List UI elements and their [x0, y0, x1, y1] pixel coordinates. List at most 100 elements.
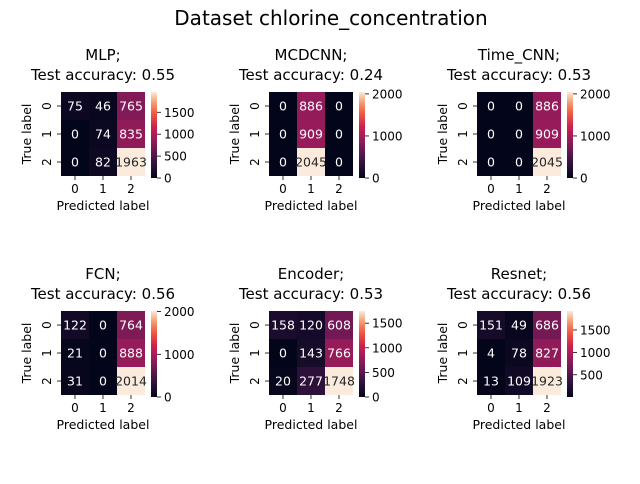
heatmap-cell [269, 367, 297, 395]
colorbar-tick-label: 2000 [580, 87, 611, 101]
panel-title: Encoder; [278, 265, 344, 283]
heatmap-cell [477, 148, 505, 176]
x-axis-label: Predicted label [57, 417, 150, 432]
panel-title: Test accuracy: 0.53 [446, 66, 591, 84]
x-tick-label: 2 [543, 182, 551, 196]
cell-value-label: 4 [487, 346, 495, 361]
heatmap-cell [89, 367, 117, 395]
heatmap-cell [117, 92, 145, 120]
cell-value-label: 78 [511, 346, 527, 361]
x-tick-label: 2 [335, 182, 343, 196]
heatmap-cell [117, 339, 145, 367]
heatmap-cell [533, 367, 561, 395]
y-axis-label: True label [435, 104, 450, 166]
heatmap-cell [61, 148, 89, 176]
cell-value-label: 2045 [295, 155, 327, 170]
cell-value-label: 0 [515, 99, 523, 114]
heatmap-cell [325, 120, 353, 148]
x-tick-label: 2 [127, 401, 135, 415]
y-axis-label: True label [227, 104, 242, 166]
y-tick-label: 1 [40, 130, 54, 138]
cell-value-label: 0 [487, 127, 495, 142]
colorbar-tick-label: 500 [580, 368, 603, 382]
cell-value-label: 143 [299, 346, 323, 361]
heatmap-cell [505, 339, 533, 367]
cell-value-label: 13 [483, 374, 499, 389]
colorbar [151, 92, 157, 178]
colorbar-tick-label: 0 [164, 172, 172, 186]
cell-value-label: 21 [67, 346, 83, 361]
panel-title: Test accuracy: 0.24 [238, 66, 383, 84]
y-tick-label: 0 [248, 102, 262, 110]
heatmap-panel: MCDCNN; Test accuracy: 0.24 0 886 0 0 909 0 0 204… [227, 46, 403, 213]
colorbar-tick-label: 1500 [164, 106, 195, 120]
y-tick-label: 0 [40, 102, 54, 110]
heatmap-cell [477, 92, 505, 120]
x-tick-label: 0 [279, 401, 287, 415]
cell-value-label: 1963 [115, 155, 147, 170]
cell-value-label: 0 [335, 127, 343, 142]
heatmap-cell [297, 311, 325, 339]
colorbar [567, 311, 573, 397]
y-tick-label: 0 [248, 321, 262, 329]
colorbar-tick-label: 1000 [580, 129, 611, 143]
heatmap-cell [297, 148, 325, 176]
cell-value-label: 686 [535, 318, 559, 333]
y-tick-label: 2 [456, 158, 470, 166]
heatmap-cell [533, 92, 561, 120]
x-tick-label: 0 [279, 182, 287, 196]
cell-value-label: 31 [67, 374, 83, 389]
cell-value-label: 277 [299, 374, 323, 389]
heatmap-cell [89, 120, 117, 148]
colorbar-tick-label: 0 [580, 172, 588, 186]
y-tick-label: 2 [456, 377, 470, 385]
panel-title: MLP; [85, 46, 120, 64]
x-tick-label: 1 [307, 401, 315, 415]
cell-value-label: 827 [535, 346, 559, 361]
cell-value-label: 888 [119, 346, 143, 361]
heatmap-cell [477, 120, 505, 148]
cell-value-label: 886 [299, 99, 323, 114]
heatmap-panel: Time_CNN;Test accuracy: 0.53 0 0 886 0 0 909 0 0… [435, 46, 611, 213]
cell-value-label: 909 [535, 127, 559, 142]
colorbar-tick-label: 2000 [164, 305, 195, 319]
y-tick-label: 0 [456, 321, 470, 329]
colorbar-tick-label: 0 [372, 391, 380, 405]
heatmap-panel: Resnet; Test accuracy: 0.56 151 49 686 4 78 827… [435, 265, 611, 432]
colorbar-tick-label: 1000 [372, 129, 403, 143]
heatmap-cell [61, 339, 89, 367]
y-axis-label: True label [19, 323, 34, 385]
heatmap-cell [505, 148, 533, 176]
colorbar-tick-label: 0 [372, 172, 380, 186]
heatmap-cell [477, 367, 505, 395]
heatmap-cell [477, 339, 505, 367]
x-axis-label: Predicted label [265, 417, 358, 432]
heatmap-cell [269, 339, 297, 367]
cell-value-label: 0 [487, 155, 495, 170]
heatmap-cell [61, 120, 89, 148]
cell-value-label: 0 [279, 127, 287, 142]
cell-value-label: 120 [299, 318, 323, 333]
panel-title: Test accuracy: 0.55 [30, 66, 175, 84]
heatmap-cell [89, 339, 117, 367]
y-axis-label: True label [19, 104, 34, 166]
cell-value-label: 82 [95, 155, 111, 170]
cell-value-label: 74 [95, 127, 111, 142]
cell-value-label: 766 [327, 346, 351, 361]
cell-value-label: 0 [279, 346, 287, 361]
cell-value-label: 608 [327, 318, 351, 333]
panel-title: FCN; [85, 265, 120, 283]
x-tick-label: 2 [335, 401, 343, 415]
heatmap-cell [297, 339, 325, 367]
panel-title: Resnet; [491, 265, 547, 283]
y-tick-label: 0 [456, 102, 470, 110]
cell-value-label: 20 [275, 374, 291, 389]
x-tick-label: 0 [487, 401, 495, 415]
colorbar [359, 92, 365, 178]
cell-value-label: 0 [515, 127, 523, 142]
panel-title: Time_CNN; [477, 46, 560, 65]
cell-value-label: 0 [515, 155, 523, 170]
y-tick-label: 2 [40, 377, 54, 385]
